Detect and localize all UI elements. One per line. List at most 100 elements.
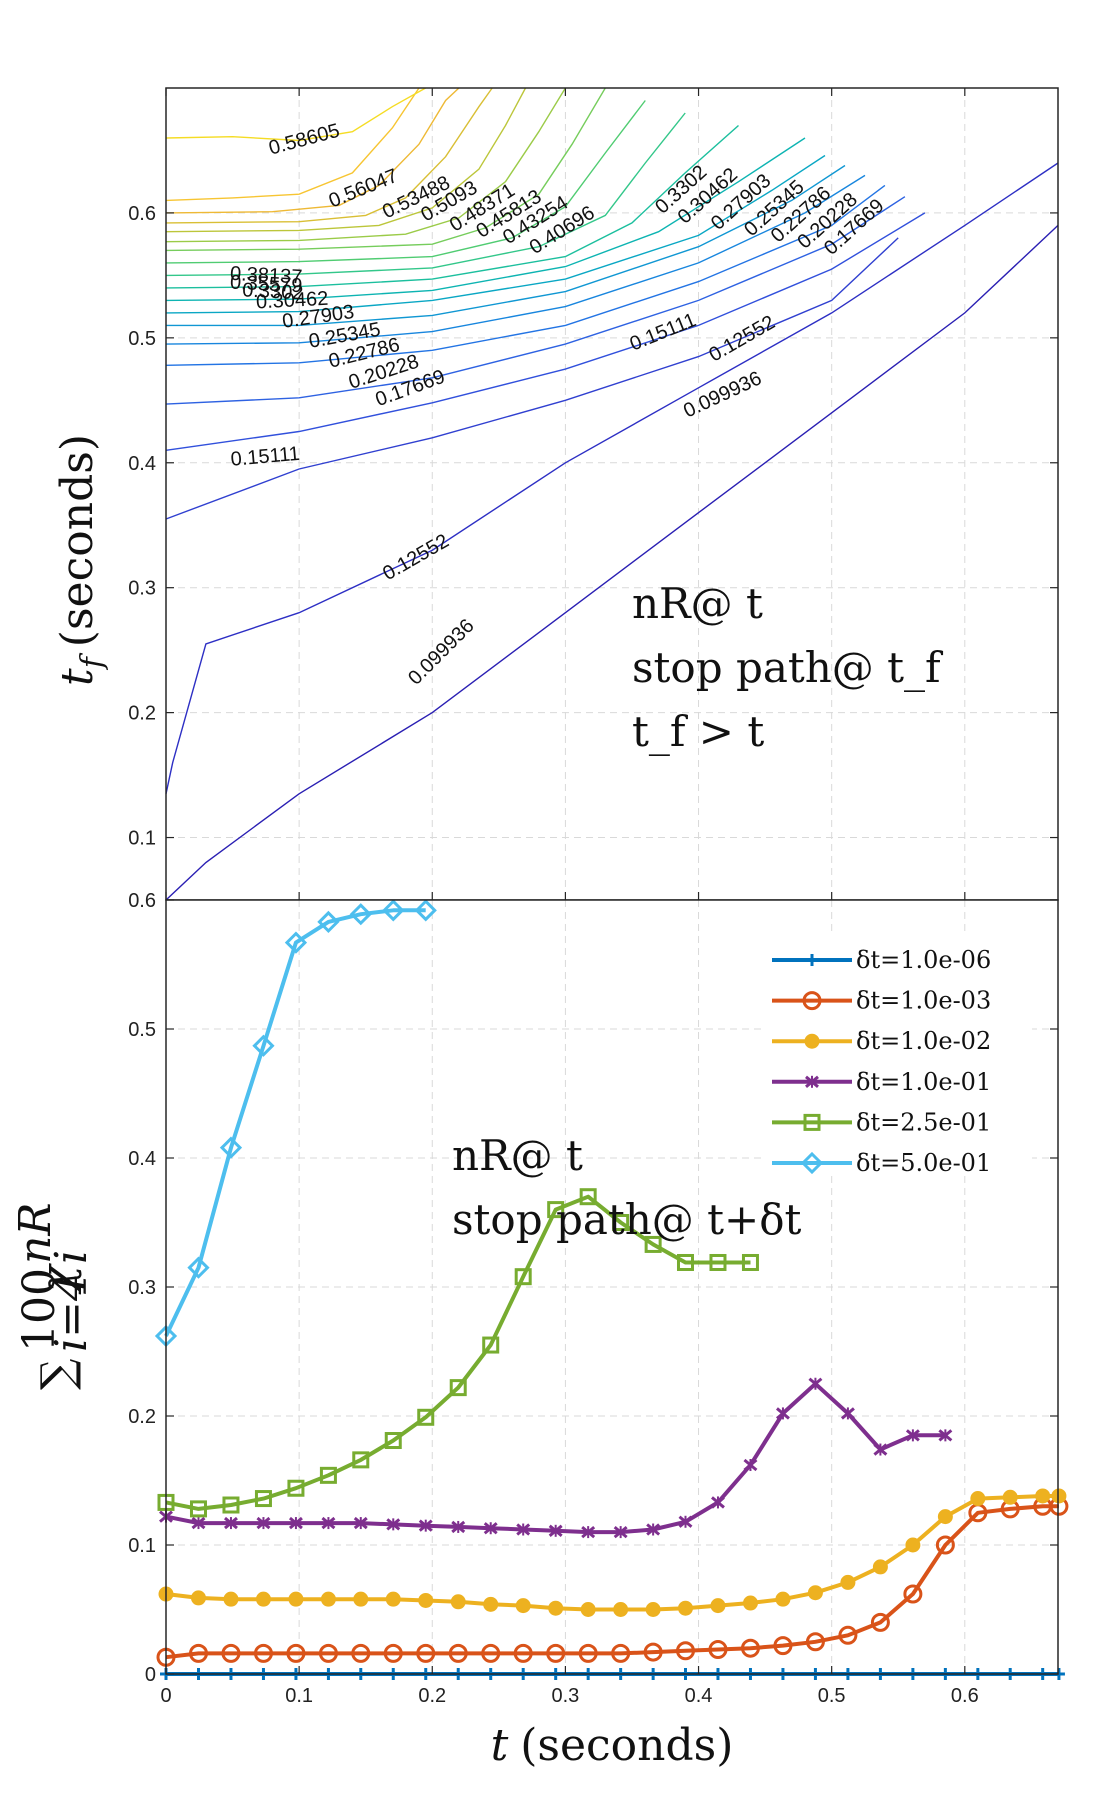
line-x-tick-label: 0.5 bbox=[818, 1685, 846, 1707]
line-y-axis-label: ∑ 100 i=4 χ nR i bbox=[10, 1203, 97, 1390]
series-line bbox=[165, 1194, 751, 1511]
data-point bbox=[775, 1591, 791, 1607]
data-point bbox=[481, 1643, 501, 1663]
contour-y-tick-label: 0.5 bbox=[128, 328, 156, 350]
data-point bbox=[612, 1214, 630, 1231]
line-x-tick-label: 0.2 bbox=[418, 1685, 446, 1707]
line-annotation-line-2: stop path@ t+δt bbox=[452, 1195, 802, 1244]
line-annotation-line-1: nR@ t bbox=[452, 1131, 583, 1180]
data-point bbox=[775, 1407, 790, 1420]
data-point bbox=[191, 1516, 206, 1530]
legend-label: δt=1.0e-02 bbox=[856, 1027, 991, 1055]
contour-y-tick-label: 0.4 bbox=[128, 453, 156, 475]
data-point bbox=[905, 1537, 921, 1553]
data-point bbox=[317, 910, 340, 934]
data-point bbox=[838, 1625, 858, 1645]
line-annotation: nR@ t stop path@ t+δt bbox=[452, 1131, 802, 1244]
legend: δt=1.0e-06 δt=1.0e-03 δt=1.0e-02 δt=1.0e-01… bbox=[762, 932, 1032, 1177]
data-point bbox=[710, 1598, 726, 1614]
data-point bbox=[223, 1591, 239, 1607]
legend-label: δt=1.0e-01 bbox=[856, 1068, 991, 1096]
legend-entry: δt=2.5e-01 bbox=[772, 1108, 991, 1136]
contour-line bbox=[165, 87, 460, 214]
data-point bbox=[416, 1643, 436, 1663]
contour-label: 0.35579 bbox=[229, 272, 302, 298]
line-y-axis-label-upper: 100 bbox=[14, 1268, 65, 1352]
data-point bbox=[253, 1643, 273, 1663]
contour-y-axis-label-main: t bbox=[52, 668, 103, 686]
contour-line bbox=[165, 87, 606, 252]
data-point bbox=[450, 1594, 466, 1610]
series-2 bbox=[158, 1488, 1067, 1617]
line-x-tick-label: 0.4 bbox=[685, 1685, 713, 1707]
contour-line bbox=[165, 87, 566, 243]
data-point bbox=[417, 1408, 435, 1426]
series-4 bbox=[157, 1188, 759, 1518]
line-x-ticks: 0 0.1 0.2 0.3 0.4 0.5 0.6 bbox=[160, 1666, 979, 1707]
contour-line bbox=[165, 184, 886, 366]
data-point bbox=[873, 1443, 888, 1456]
data-point bbox=[840, 1574, 856, 1590]
line-y-ticks: 0 0.1 0.2 0.3 0.4 0.5 bbox=[128, 899, 1058, 1686]
line-x-tick-label: 0.3 bbox=[551, 1685, 579, 1707]
data-point bbox=[321, 1516, 336, 1530]
line-x-axis-label-unit: (seconds) bbox=[520, 1720, 733, 1771]
data-point bbox=[516, 1523, 531, 1536]
series-line bbox=[165, 1504, 1059, 1660]
data-point bbox=[1002, 1489, 1018, 1505]
contour-y-axis-label-sub: f bbox=[75, 652, 110, 670]
contour-line bbox=[165, 224, 1059, 901]
data-point bbox=[513, 1643, 533, 1663]
data-point bbox=[643, 1642, 663, 1662]
line-x-axis-label: t (seconds) bbox=[491, 1720, 734, 1771]
data-point bbox=[284, 931, 308, 954]
contour-line bbox=[165, 237, 899, 520]
data-point bbox=[254, 1490, 272, 1508]
data-point bbox=[287, 1479, 305, 1497]
legend-label: δt=1.0e-03 bbox=[856, 987, 991, 1015]
contour-line bbox=[166, 164, 846, 327]
contour-y-tick-label: 0.2 bbox=[128, 703, 156, 725]
line-y-axis-label-sigma: ∑ bbox=[32, 1359, 83, 1390]
data-point bbox=[483, 1522, 498, 1535]
data-point bbox=[708, 1639, 728, 1659]
line-y-tick-label: 0.4 bbox=[128, 1148, 156, 1170]
legend-entry: δt=1.0e-01 bbox=[772, 1068, 991, 1096]
data-point bbox=[676, 1253, 694, 1271]
data-point bbox=[286, 1643, 306, 1663]
data-point bbox=[515, 1598, 531, 1614]
data-point bbox=[384, 1432, 402, 1450]
data-point bbox=[318, 1643, 338, 1663]
contour-line bbox=[165, 196, 906, 405]
data-point bbox=[349, 903, 372, 926]
contour-line bbox=[165, 137, 806, 302]
contour-y-tick-label: 0.3 bbox=[128, 578, 156, 600]
data-point bbox=[1035, 1488, 1051, 1504]
data-point bbox=[805, 1632, 825, 1652]
data-point bbox=[872, 1559, 888, 1575]
data-point bbox=[418, 1592, 434, 1608]
contour-line bbox=[165, 124, 739, 289]
series-line bbox=[164, 908, 426, 1337]
data-point bbox=[548, 1524, 563, 1537]
data-point bbox=[1051, 1488, 1067, 1504]
data-point bbox=[483, 1596, 499, 1612]
data-point bbox=[382, 899, 405, 922]
contour-line bbox=[165, 100, 646, 264]
data-point bbox=[255, 1591, 271, 1607]
line-panel: 0 0.1 0.2 0.3 0.4 0.5 0 0.1 0.2 0.3 0.4 0.5 0.6 δt=… bbox=[10, 899, 1069, 1771]
data-point bbox=[385, 1591, 401, 1607]
data-point bbox=[903, 1584, 923, 1604]
data-point bbox=[288, 1591, 304, 1607]
series-1 bbox=[156, 1496, 1069, 1667]
contour-line bbox=[165, 162, 1059, 794]
contour-line bbox=[165, 112, 686, 277]
contour-label: 0.3302 bbox=[242, 279, 304, 304]
contour-annotation-line-1-text: nR@ t bbox=[632, 579, 763, 628]
data-point bbox=[808, 1377, 823, 1390]
line-y-tick-label: 0.1 bbox=[128, 1535, 156, 1557]
line-annotation-line-2-text: stop path@ t+δt bbox=[452, 1195, 802, 1244]
line-series bbox=[154, 899, 1069, 1680]
data-point bbox=[188, 1643, 208, 1663]
data-point bbox=[414, 899, 437, 922]
